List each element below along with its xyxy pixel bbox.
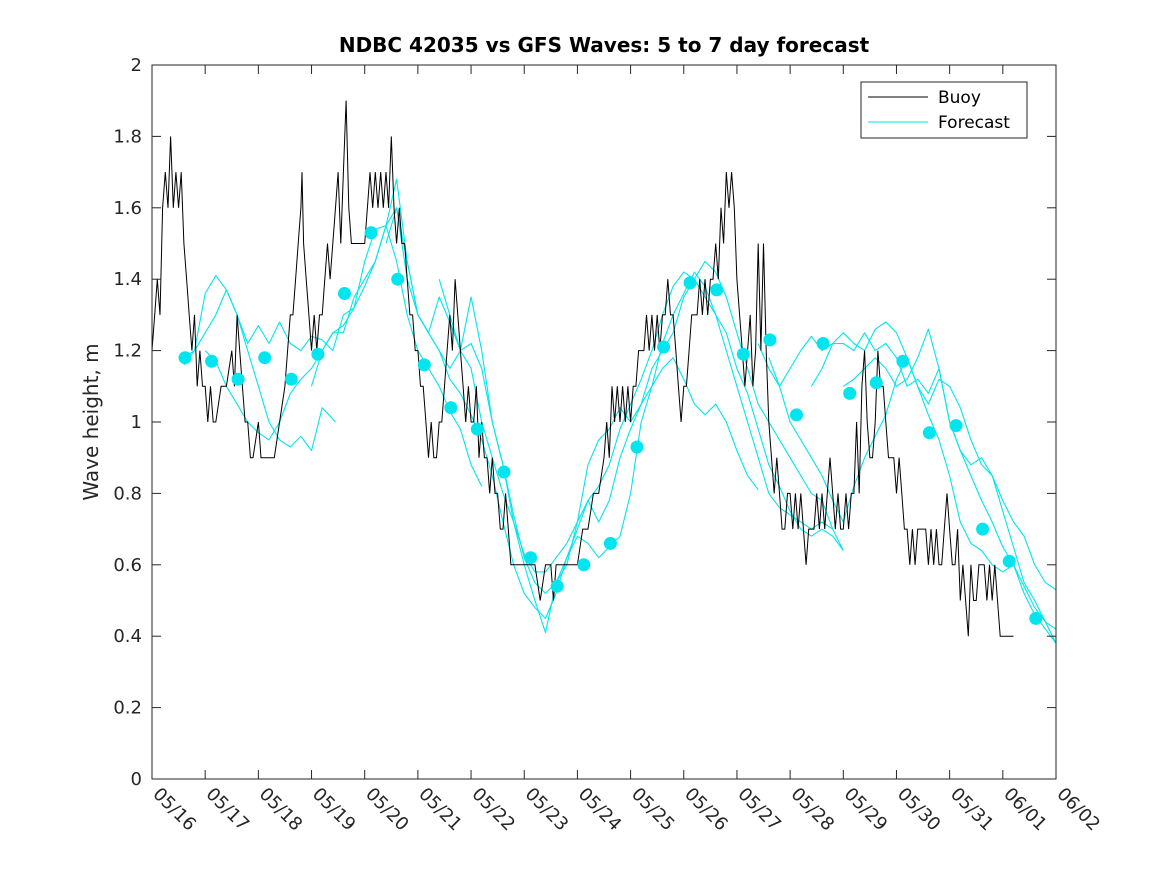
legend: Buoy Forecast [860,81,1028,139]
forecast-marker-13 [497,465,511,479]
forecast-marker-12 [470,422,484,436]
forecast-marker-14 [524,551,538,565]
forecast-marker-25 [816,337,830,350]
forecast-line-4 [310,207,844,594]
forecast-line-8 [810,332,1057,630]
forecast-marker-6 [311,347,325,361]
y-axis-label: Wave height, m [79,343,103,500]
forecast-marker-17 [603,536,617,550]
forecast-line-1 [183,275,336,452]
forecast-marker-4 [258,351,272,365]
forecast-marker-31 [976,522,990,536]
y-tick-label-5: 1 [131,412,142,433]
forecast-marker-23 [763,333,777,347]
y-tick-label-10: 2 [131,55,142,76]
legend-buoy-label: Buoy [938,88,981,108]
forecast-marker-27 [869,376,883,390]
chart-title: NDBC 42035 vs GFS Waves: 5 to 7 day fore… [339,33,870,57]
plot-area [152,65,1056,779]
y-tick-label-9: 1.8 [113,126,142,147]
y-tick-label-0: 0 [131,769,142,790]
forecast-marker-9 [391,272,405,286]
y-tick-label-2: 0.4 [113,626,142,647]
y-tick-label-8: 1.6 [113,198,142,219]
forecast-line-3 [204,178,759,619]
forecast-marker-22 [736,347,750,361]
forecast-marker-33 [1029,611,1043,625]
forecast-marker-20 [683,276,697,290]
forecast-marker-8 [364,226,378,240]
forecast-marker-28 [896,354,910,368]
forecast-marker-24 [790,408,803,422]
forecast-line-10 [768,357,1057,644]
forecast-marker-1 [178,351,192,365]
forecast-marker-32 [1002,554,1016,568]
forecast-marker-16 [577,558,591,572]
legend-forecast-label: Forecast [938,113,1010,133]
y-tick-label-3: 0.6 [113,555,142,576]
forecast-marker-26 [843,386,857,400]
forecast-marker-7 [338,287,351,300]
forecast-marker-21 [710,283,724,297]
forecast-line-2 [183,225,483,487]
forecast-marker-30 [949,419,963,433]
y-tick-label-1: 0.2 [113,698,142,719]
forecast-marker-19 [657,340,671,354]
forecast-marker-5 [284,372,298,386]
forecast-marker-11 [444,401,458,415]
series-layer [151,100,1057,644]
forecast-marker-3 [231,372,245,386]
y-tick-label-7: 1.4 [113,269,142,290]
y-tick-label-4: 0.8 [113,483,142,504]
forecast-marker-10 [417,358,431,372]
forecast-marker-18 [630,440,644,454]
buoy-line [151,100,1014,637]
y-tick-label-6: 1.2 [113,341,142,362]
legend-box [860,81,1028,139]
forecast-marker-29 [922,426,936,440]
forecast-marker-2 [205,354,219,368]
forecast-marker-15 [550,579,564,593]
